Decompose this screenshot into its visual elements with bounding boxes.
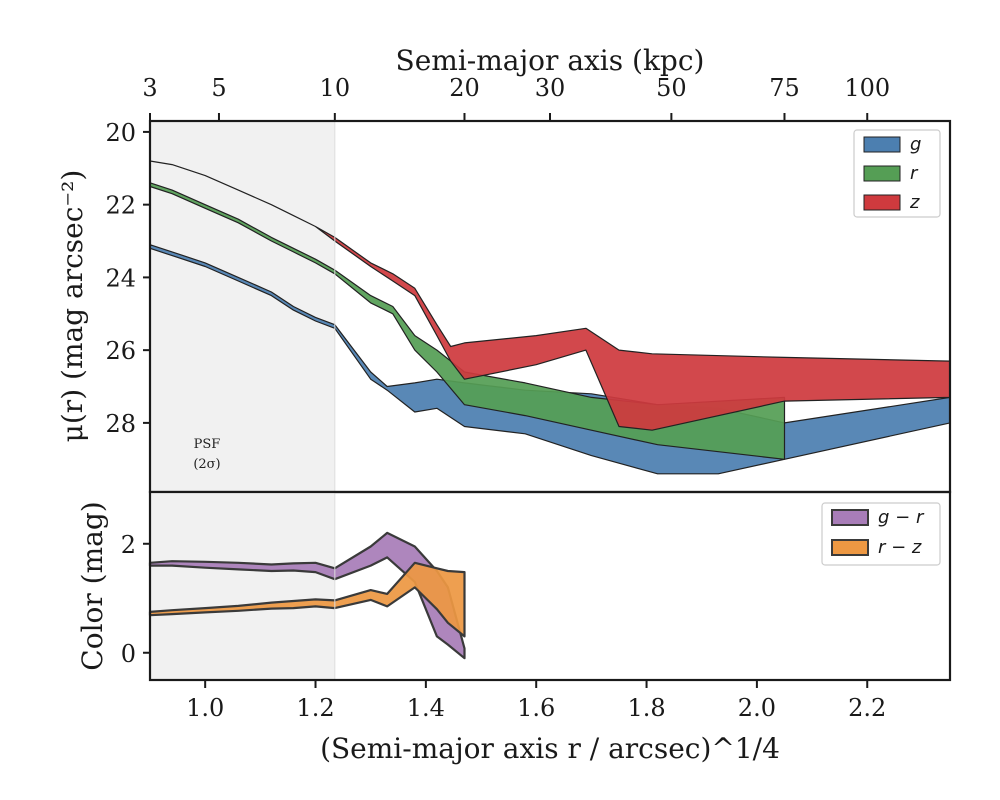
y-tick-label: 22 bbox=[105, 192, 136, 220]
top-axes: 20 22 24 26 28 3 5 10 20 30 50 75 100 bbox=[105, 74, 952, 494]
x-tick-label: 1.4 bbox=[407, 694, 445, 722]
legend-label-g-minus-r: g − r bbox=[878, 507, 925, 528]
y-tick-label: 2 bbox=[121, 531, 136, 559]
bottom-panel: 0 2 1.0 1.2 1.4 1.6 1.8 2.0 2.2 g − r r − z bbox=[121, 490, 952, 722]
top-x-tick-label: 75 bbox=[769, 74, 800, 102]
top-y-axis-title: μ(r) (mag arcsec⁻²) bbox=[56, 170, 89, 443]
legend-swatch-g bbox=[863, 136, 901, 153]
band-r bbox=[149, 182, 786, 460]
y-tick-label: 26 bbox=[105, 337, 136, 365]
bottom-y-axis-title: Color (mag) bbox=[76, 501, 109, 670]
top-x-tick-label: 50 bbox=[656, 74, 687, 102]
top-panel: PSF (2σ) 20 22 24 26 28 3 5 10 20 30 50 75 100 grz bbox=[105, 74, 952, 494]
x-tick-label: 1.6 bbox=[517, 694, 555, 722]
x-tick-label: 2.0 bbox=[738, 694, 776, 722]
bottom-legend: g − r r − z bbox=[821, 502, 941, 566]
x-tick-label: 2.2 bbox=[848, 694, 886, 722]
top-x-tick-label: 30 bbox=[535, 74, 566, 102]
top-x-tick-label: 3 bbox=[142, 74, 157, 102]
legend-swatch-z bbox=[863, 194, 901, 211]
bottom-axes: 0 2 1.0 1.2 1.4 1.6 1.8 2.0 2.2 bbox=[121, 490, 952, 722]
x-tick-label: 1.0 bbox=[186, 694, 224, 722]
bottom-plot-frame bbox=[148, 490, 952, 682]
psf-label: PSF bbox=[194, 437, 221, 452]
top-x-tick-label: 100 bbox=[844, 74, 890, 102]
x-tick-label: 1.8 bbox=[627, 694, 665, 722]
legend-label-z: z bbox=[909, 192, 920, 213]
y-tick-label: 24 bbox=[105, 264, 136, 292]
top-x-tick-label: 10 bbox=[320, 74, 351, 102]
x-axis-title: (Semi-major axis r / arcsec)^1/4 bbox=[320, 732, 780, 765]
bottom-bands bbox=[148, 531, 466, 660]
top-x-tick-label: 5 bbox=[211, 74, 226, 102]
legend-swatch-r bbox=[863, 165, 901, 182]
y-tick-label: 20 bbox=[105, 119, 136, 147]
top-axis-title: Semi-major axis (kpc) bbox=[396, 44, 705, 77]
x-tick-label: 1.2 bbox=[296, 694, 334, 722]
band-g-minus-r bbox=[148, 531, 466, 660]
y-tick-label: 0 bbox=[121, 640, 136, 668]
legend-label-r: r bbox=[910, 163, 919, 184]
legend-label-g: g bbox=[910, 134, 921, 155]
legend-swatch-r-minus-z bbox=[831, 539, 869, 556]
top-legend: grz bbox=[853, 129, 941, 218]
psf-sub-label: (2σ) bbox=[193, 457, 220, 472]
psf-shade bbox=[150, 492, 335, 680]
legend-label-r-minus-z: r − z bbox=[878, 537, 922, 558]
legend-swatch-g-minus-r bbox=[831, 509, 869, 526]
top-x-tick-label: 20 bbox=[449, 74, 480, 102]
y-tick-label: 28 bbox=[105, 410, 136, 438]
band-r-minus-z bbox=[148, 561, 466, 638]
psf-shade bbox=[150, 121, 335, 492]
